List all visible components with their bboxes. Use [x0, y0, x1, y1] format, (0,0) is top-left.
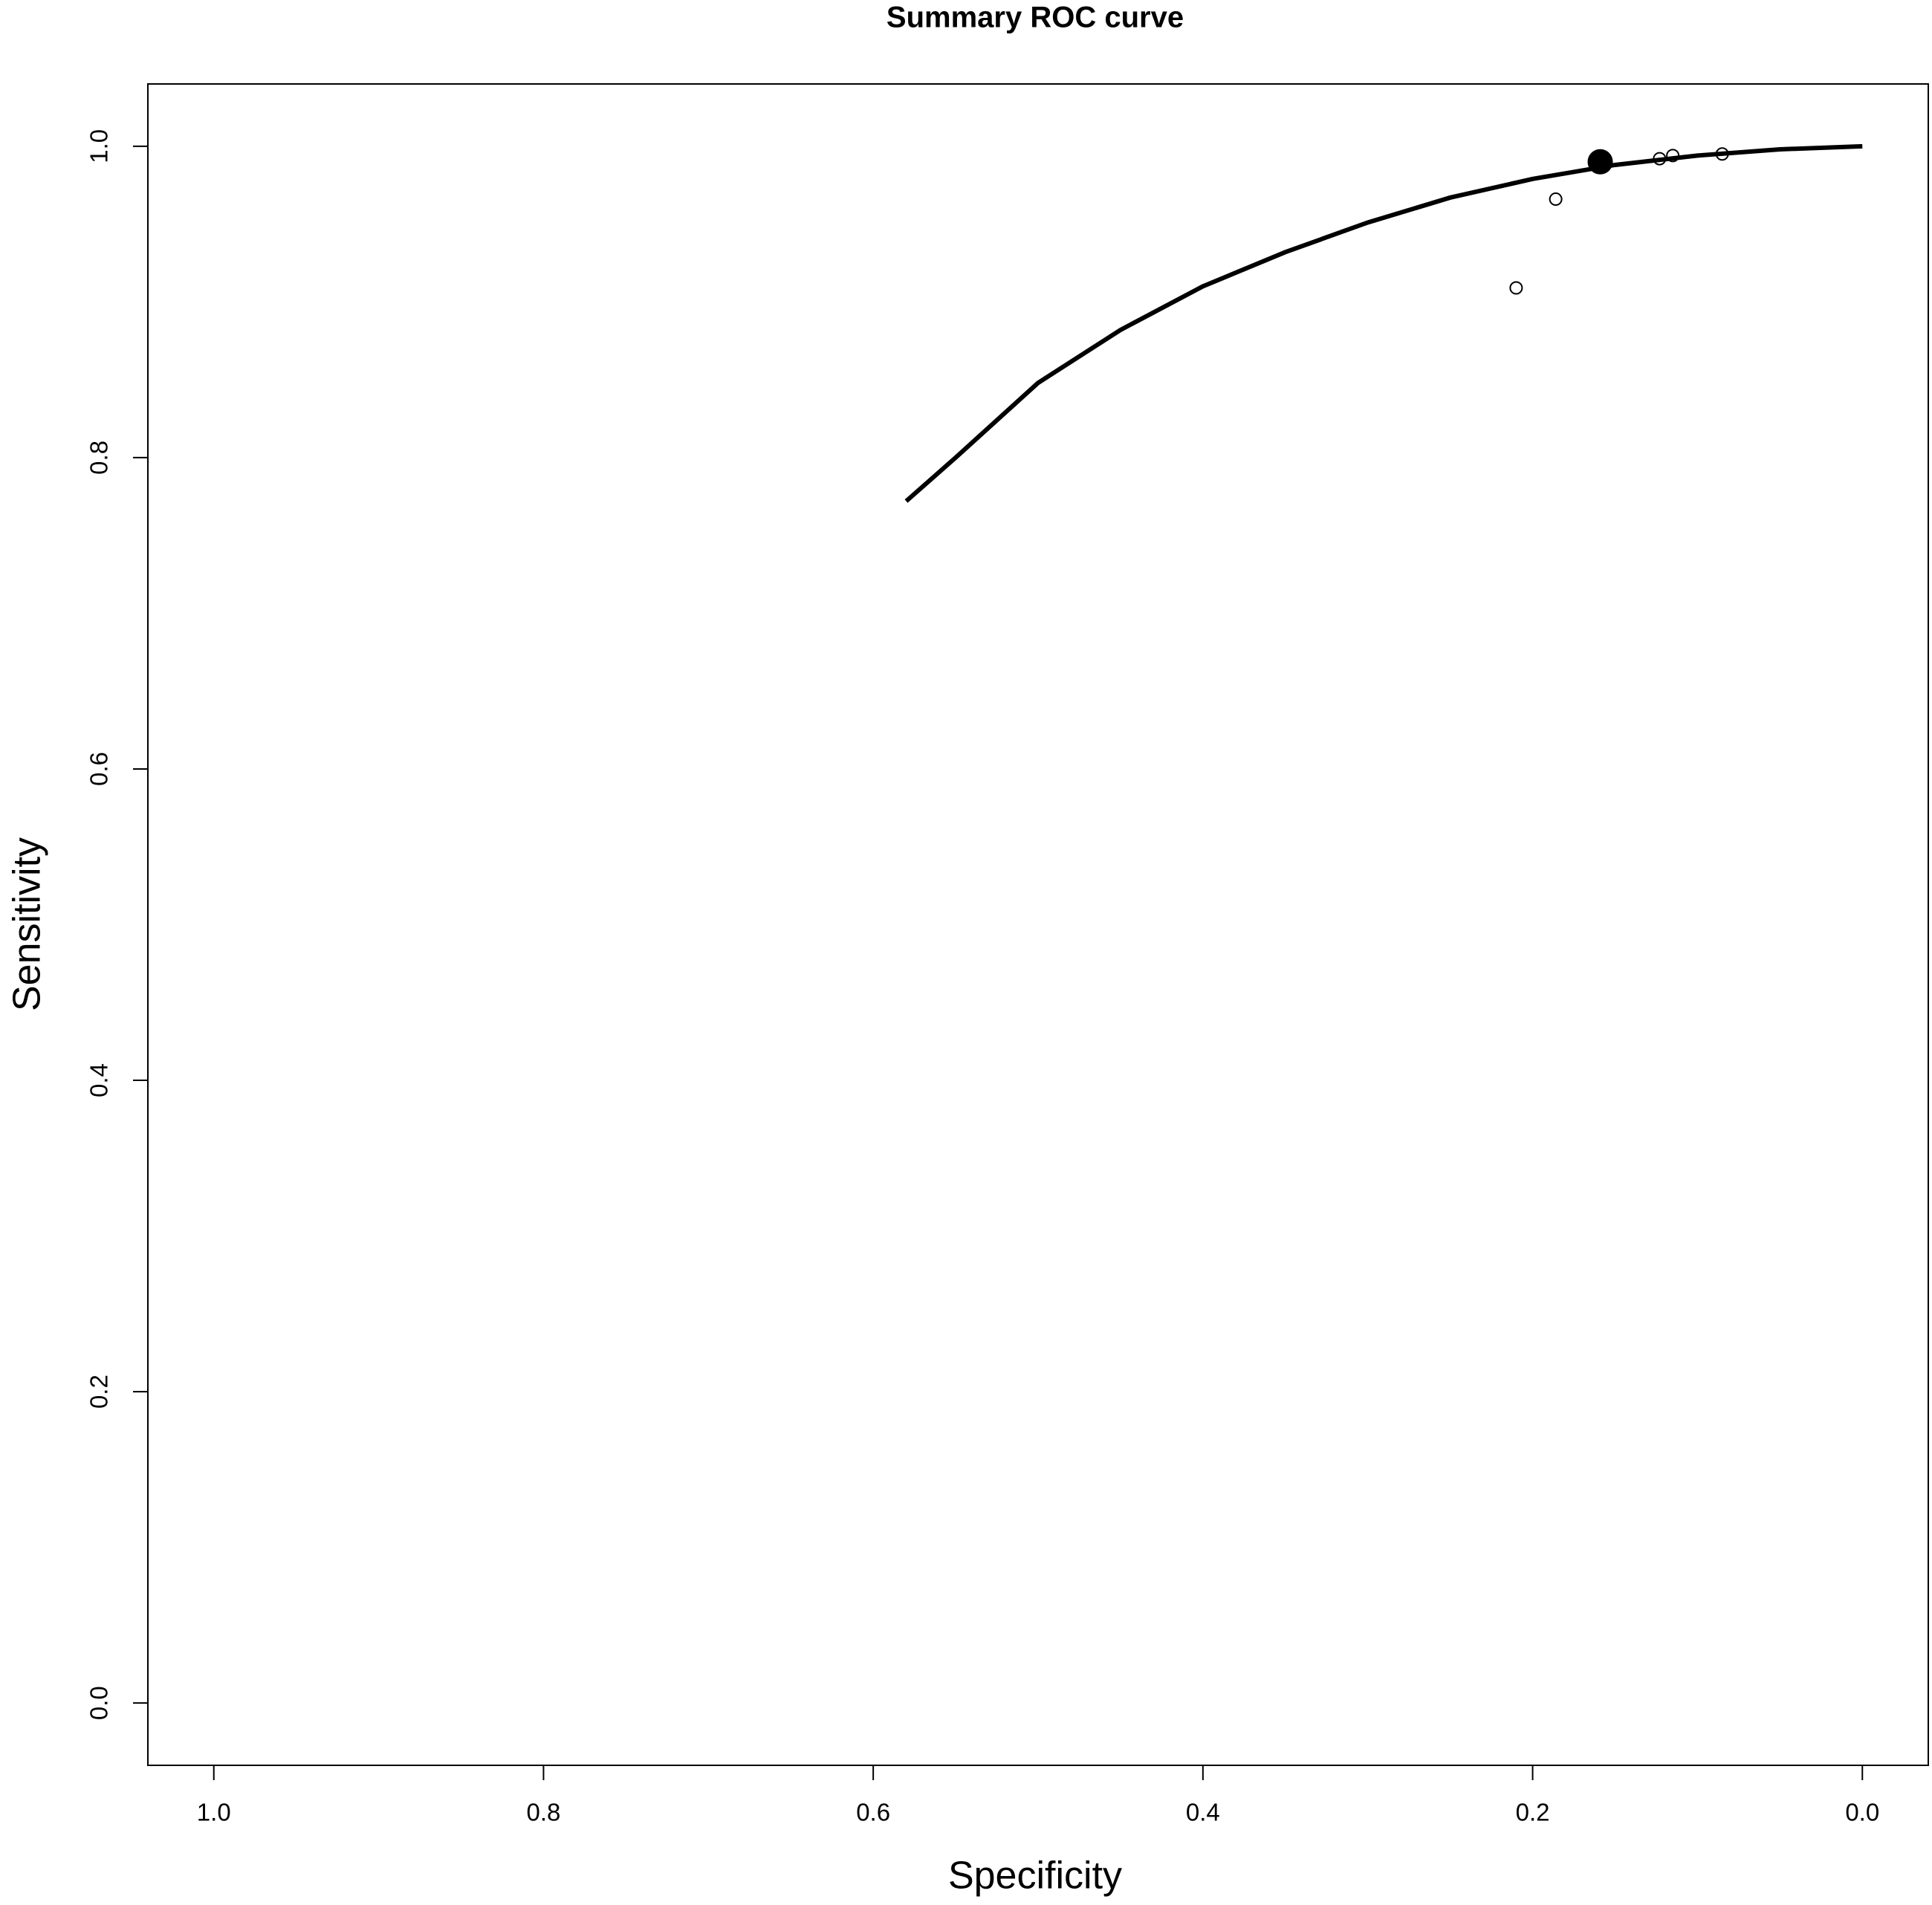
study-point — [1715, 147, 1729, 161]
x-tick-label: 0.4 — [1186, 1799, 1220, 1826]
y-tick-label: 0.4 — [85, 1063, 113, 1097]
summary-point — [1587, 149, 1613, 175]
chart-title: Summary ROC curve — [886, 1, 1184, 34]
study-point — [1653, 152, 1667, 166]
study-point — [1509, 281, 1523, 295]
y-tick-label: 1.0 — [85, 129, 113, 163]
y-tick-label: 0.2 — [85, 1375, 113, 1409]
y-tick-label: 0.8 — [85, 441, 113, 475]
y-tick-label: 0.0 — [85, 1686, 113, 1720]
sroc-curve — [904, 143, 1863, 503]
plot-frame — [147, 83, 1929, 1766]
x-axis-label: Specificity — [948, 1854, 1122, 1898]
x-tick-label: 1.0 — [197, 1799, 231, 1826]
x-tick-label: 0.0 — [1845, 1799, 1879, 1826]
x-tick-label: 0.2 — [1516, 1799, 1550, 1826]
x-tick-label: 0.8 — [527, 1799, 561, 1826]
y-tick-label: 0.6 — [85, 752, 113, 786]
y-axis-label: Sensitivity — [6, 837, 49, 1011]
x-tick-label: 0.6 — [856, 1799, 890, 1826]
study-point — [1549, 192, 1563, 207]
study-point — [1666, 149, 1680, 163]
